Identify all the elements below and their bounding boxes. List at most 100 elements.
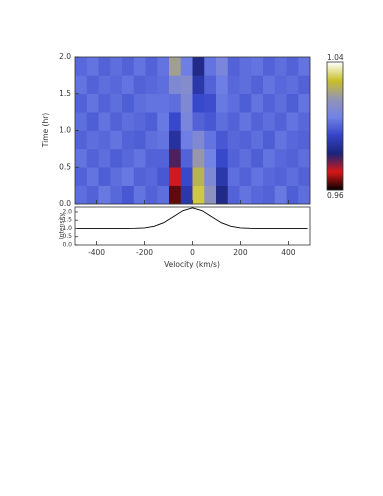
- heatmap-cell: [263, 130, 276, 150]
- y-tick-label: 0.0: [62, 242, 72, 249]
- colorbar-step: [327, 164, 343, 167]
- heatmap-cell: [122, 57, 135, 76]
- colorbar-step: [327, 178, 343, 181]
- y-tick-label: 0.5: [59, 162, 71, 171]
- colorbar-step: [327, 62, 343, 65]
- colorbar-step: [327, 72, 343, 75]
- y-tick-label: 1.0: [62, 225, 72, 232]
- heatmap-cell: [263, 167, 276, 186]
- heatmap-cell: [239, 57, 252, 76]
- heatmap-cell: [169, 93, 182, 113]
- heatmap-cell: [110, 130, 123, 150]
- y-tick-label: 1.0: [59, 126, 71, 135]
- heatmap-cell: [216, 57, 229, 76]
- heatmap-cell: [98, 185, 111, 205]
- heatmap-cell: [122, 185, 135, 205]
- heatmap-cell: [251, 75, 264, 95]
- heatmap-cell: [157, 57, 170, 76]
- heatmap-cell: [298, 148, 311, 168]
- heatmap-cell: [298, 57, 311, 76]
- heatmap-cell: [263, 148, 276, 168]
- heatmap-cell: [157, 75, 170, 95]
- heatmap-cell: [86, 167, 99, 186]
- heatmap-cell: [122, 112, 135, 131]
- heatmap-cell: [180, 167, 193, 186]
- colorbar-step: [327, 116, 343, 119]
- heatmap-cell: [110, 75, 123, 95]
- heatmap-cell: [169, 112, 182, 131]
- heatmap-cell: [157, 185, 170, 205]
- heatmap-cell: [75, 185, 88, 205]
- colorbar-label: 1.04: [327, 53, 344, 62]
- heatmap-cell: [133, 112, 146, 131]
- heatmap-cell: [86, 112, 99, 131]
- heatmap-cell: [216, 112, 229, 131]
- heatmap-cell: [180, 75, 193, 95]
- heatmap-cell: [192, 167, 205, 186]
- heatmap-cell: [239, 130, 252, 150]
- colorbar-step: [327, 80, 343, 83]
- heatmap-cell: [263, 93, 276, 113]
- heatmap-cell: [251, 57, 264, 76]
- colorbar-step: [327, 68, 343, 71]
- heatmap-cell: [192, 148, 205, 168]
- heatmap-cell: [204, 75, 217, 95]
- heatmap-cell: [157, 130, 170, 150]
- heatmap-cell: [133, 130, 146, 150]
- heatmap-cell: [204, 112, 217, 131]
- heatmap-cell: [204, 185, 217, 205]
- heatmap-cell: [98, 57, 111, 76]
- heatmap-cell: [75, 75, 88, 95]
- heatmap-cell: [204, 167, 217, 186]
- heatmap-cell: [169, 130, 182, 150]
- heatmap-cell: [274, 148, 287, 168]
- colorbar-step: [327, 104, 343, 107]
- heatmap-cell: [133, 167, 146, 186]
- heatmap-cell: [227, 148, 240, 168]
- heatmap-cell: [286, 57, 299, 76]
- heatmap-cell: [98, 148, 111, 168]
- heatmap-cell: [274, 57, 287, 76]
- y-tick-label: 1.5: [62, 217, 72, 224]
- heatmap-cell: [180, 130, 193, 150]
- heatmap-cell: [227, 167, 240, 186]
- colorbar-frame: [326, 61, 344, 191]
- heatmap-cell: [286, 112, 299, 131]
- heatmap-cell: [263, 185, 276, 205]
- heatmap-cell: [133, 93, 146, 113]
- heatmap-cell: [298, 130, 311, 150]
- heatmap-cell: [204, 57, 217, 76]
- colorbar-step: [327, 174, 343, 177]
- colorbar-step: [327, 184, 343, 187]
- heatmap-cell: [298, 112, 311, 131]
- heatmap-cell: [145, 93, 158, 113]
- heatmap-cell: [75, 148, 88, 168]
- colorbar-step: [327, 70, 343, 73]
- heatmap-cell: [251, 167, 264, 186]
- heatmap-cell: [227, 75, 240, 95]
- heatmap-cell: [145, 130, 158, 150]
- heatmap-cell: [86, 75, 99, 95]
- heatmap-cell: [274, 167, 287, 186]
- heatmap-cell: [145, 185, 158, 205]
- heatmap-cell: [169, 57, 182, 76]
- colorbar-step: [327, 108, 343, 111]
- x-tick-label: -400: [88, 248, 105, 257]
- heatmap-cell: [110, 148, 123, 168]
- y-tick-label: 0.0: [59, 199, 71, 208]
- heatmap-cell: [169, 148, 182, 168]
- heatmap-cell: [227, 93, 240, 113]
- colorbar-step: [327, 110, 343, 113]
- heatmap-cell: [86, 130, 99, 150]
- heatmap-cell: [239, 112, 252, 131]
- heatmap-cell: [122, 130, 135, 150]
- heatmap-cell: [110, 112, 123, 131]
- heatmap-cell: [75, 112, 88, 131]
- heatmap-cell: [251, 112, 264, 131]
- heatmap-cell: [145, 57, 158, 76]
- heatmap-cell: [145, 112, 158, 131]
- heatmap-cell: [298, 75, 311, 95]
- colorbar-step: [327, 134, 343, 137]
- colorbar-step: [327, 112, 343, 115]
- colorbar-step: [327, 166, 343, 169]
